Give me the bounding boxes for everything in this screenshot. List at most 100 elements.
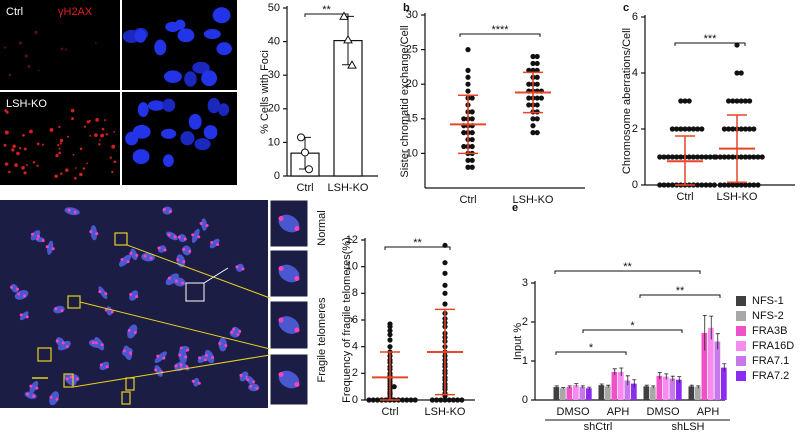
significance-bracket xyxy=(639,294,721,298)
chromosome xyxy=(218,337,228,352)
legend-swatch xyxy=(736,326,746,336)
error-bar xyxy=(664,373,669,380)
significance-label: ** xyxy=(676,285,685,297)
telomere xyxy=(104,308,108,312)
telomere xyxy=(94,341,98,345)
data-point xyxy=(755,182,761,188)
y-tick-label: 25 xyxy=(406,44,418,56)
telomere xyxy=(210,241,214,245)
significance-bracket xyxy=(582,329,683,333)
significance-bracket xyxy=(674,42,746,46)
chromosome xyxy=(10,283,19,293)
y-tick-label: 2 xyxy=(522,316,528,328)
data-point xyxy=(469,136,475,143)
data-point xyxy=(438,397,444,403)
telomere xyxy=(23,294,27,298)
data-point xyxy=(469,116,475,122)
legend-label: FRA16D xyxy=(752,340,794,352)
roi-box xyxy=(121,391,131,405)
telomere xyxy=(45,245,49,249)
telomere xyxy=(249,384,253,388)
y-tick-label: 20 xyxy=(406,78,418,90)
bar xyxy=(650,387,656,400)
telomere xyxy=(235,265,239,269)
focus xyxy=(86,162,89,165)
focus xyxy=(73,176,77,180)
focus xyxy=(89,134,91,137)
y-axis-label: % Cells with Foci xyxy=(259,50,271,134)
y-axis-label: Input % xyxy=(512,323,524,361)
significance-bracket xyxy=(555,351,627,355)
focus xyxy=(18,41,22,45)
data-point xyxy=(387,324,393,330)
error-bar xyxy=(632,379,637,388)
telomere xyxy=(110,310,114,314)
error-bar xyxy=(722,363,727,372)
chromosome xyxy=(29,380,39,394)
telomere xyxy=(232,327,236,331)
y-tick-label: 3 xyxy=(522,277,528,289)
data-point xyxy=(434,397,440,403)
telomere xyxy=(129,292,133,296)
bar xyxy=(721,367,727,400)
y-tick-label: 20 xyxy=(268,103,280,115)
focus xyxy=(38,69,40,72)
y-tick-label: 12 xyxy=(346,234,358,246)
data-point xyxy=(682,126,688,132)
nucleus xyxy=(188,113,202,130)
focus xyxy=(98,143,101,146)
data-point xyxy=(391,384,397,390)
telomere xyxy=(128,351,132,355)
telomere xyxy=(197,381,201,385)
data-point xyxy=(686,98,692,104)
telomere xyxy=(157,246,161,250)
nucleus xyxy=(218,103,230,117)
data-point xyxy=(730,154,736,160)
data-point xyxy=(442,260,448,266)
data-point xyxy=(461,116,467,122)
replicate-point xyxy=(301,148,309,157)
data-point xyxy=(366,397,372,403)
focus xyxy=(79,172,83,177)
telomere xyxy=(135,294,139,298)
data-point xyxy=(374,397,380,403)
roi-box xyxy=(114,232,128,246)
data-point xyxy=(530,60,536,67)
data-point xyxy=(678,126,684,132)
error-bar xyxy=(561,387,566,390)
telomere xyxy=(31,232,35,236)
significance-bracket xyxy=(384,246,451,250)
focus xyxy=(111,144,116,149)
nucleus xyxy=(184,71,197,87)
nucleus xyxy=(212,7,231,24)
data-point xyxy=(726,154,732,160)
telomere xyxy=(278,266,284,271)
y-tick-label: 0 xyxy=(632,179,638,191)
y-axis-label: Frequency of fragile telomeres(%) xyxy=(341,237,353,403)
telomere xyxy=(205,224,209,228)
data-point xyxy=(730,182,736,188)
focus xyxy=(55,153,59,158)
telomere xyxy=(126,260,130,264)
error-bar xyxy=(580,385,585,389)
nucleus xyxy=(163,70,182,83)
focus xyxy=(95,42,97,45)
replicate-point xyxy=(305,165,313,174)
data-point xyxy=(465,81,471,87)
y-axis-label: Chromosome aberrations/Cell xyxy=(621,28,633,174)
data-point xyxy=(450,397,456,403)
telomere xyxy=(127,328,131,332)
telomere xyxy=(135,253,139,257)
focus xyxy=(5,162,9,166)
data-point xyxy=(469,109,475,115)
chromosome xyxy=(193,377,200,387)
error-bar xyxy=(657,372,662,379)
chromosome xyxy=(178,348,188,364)
focus xyxy=(101,127,105,131)
y-tick-label: 10 xyxy=(406,147,418,159)
bar xyxy=(676,379,682,400)
telomere xyxy=(167,276,171,280)
data-point xyxy=(429,397,435,403)
legend-swatch xyxy=(736,311,746,321)
focus xyxy=(57,144,60,147)
